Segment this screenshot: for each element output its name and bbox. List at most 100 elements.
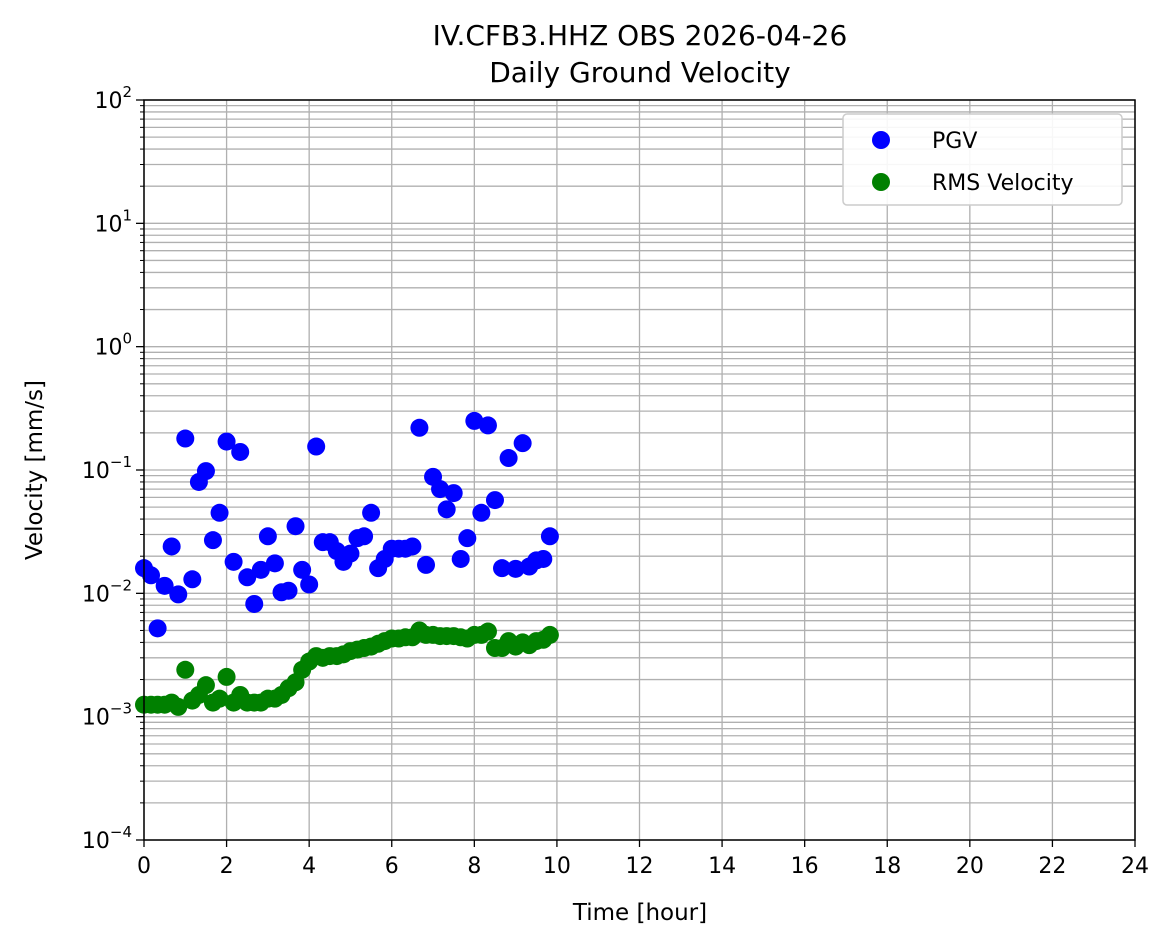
pgv-point bbox=[148, 619, 167, 638]
x-tick-label: 22 bbox=[1038, 854, 1066, 879]
legend-marker-rms bbox=[872, 173, 890, 191]
rms-point bbox=[176, 660, 195, 679]
y-tick-label: 102 bbox=[94, 83, 132, 114]
pgv-point bbox=[307, 437, 326, 456]
pgv-point bbox=[492, 559, 511, 578]
pgv-point bbox=[341, 544, 360, 563]
pgv-point bbox=[458, 529, 477, 548]
chart-title: IV.CFB3.HHZ OBS 2026-04-26 bbox=[433, 19, 848, 52]
pgv-point bbox=[183, 570, 202, 589]
y-tick-label: 10−4 bbox=[82, 823, 132, 854]
rms-point bbox=[478, 622, 497, 641]
pgv-point bbox=[300, 575, 319, 594]
x-tick-label: 16 bbox=[791, 854, 819, 879]
x-tick-label: 18 bbox=[873, 854, 901, 879]
y-tick-base: 10 bbox=[94, 336, 122, 361]
series-rms bbox=[135, 621, 559, 716]
y-tick-base: 10 bbox=[94, 212, 122, 237]
legend-label-pgv: PGV bbox=[932, 129, 977, 154]
pgv-point bbox=[142, 566, 161, 585]
pgv-point bbox=[155, 576, 174, 595]
y-tick-base: 10 bbox=[94, 89, 122, 114]
legend-box bbox=[842, 113, 1123, 206]
y-tick-label: 101 bbox=[94, 206, 132, 237]
x-tick-label: 20 bbox=[956, 854, 984, 879]
pgv-point bbox=[403, 537, 422, 556]
pgv-point bbox=[203, 531, 222, 550]
pgv-point bbox=[499, 449, 518, 468]
x-tick-label: 6 bbox=[385, 854, 399, 879]
y-tick-exponent: 2 bbox=[122, 83, 132, 101]
pgv-point bbox=[431, 480, 450, 499]
y-tick-base: 10 bbox=[82, 582, 110, 607]
legend-marker-pgv bbox=[872, 131, 890, 149]
y-tick-base: 10 bbox=[82, 829, 110, 854]
x-tick-label: 8 bbox=[467, 854, 481, 879]
pgv-point bbox=[506, 559, 525, 578]
y-tick-exponent: 1 bbox=[122, 206, 132, 224]
pgv-point bbox=[534, 549, 553, 568]
pgv-point bbox=[362, 503, 381, 522]
legend: PGV RMS Velocity bbox=[842, 113, 1123, 206]
x-tick-label: 2 bbox=[220, 854, 234, 879]
pgv-point bbox=[258, 527, 277, 546]
pgv-point bbox=[451, 549, 470, 568]
pgv-point bbox=[540, 527, 559, 546]
pgv-point bbox=[444, 484, 463, 503]
chart-subtitle: Daily Ground Velocity bbox=[489, 56, 790, 89]
pgv-point bbox=[417, 555, 436, 574]
y-axis-label: Velocity [mm/s] bbox=[22, 380, 48, 560]
pgv-point bbox=[176, 429, 195, 448]
y-tick-base: 10 bbox=[82, 459, 110, 484]
pgv-point bbox=[162, 537, 181, 556]
legend-label-rms: RMS Velocity bbox=[932, 171, 1074, 196]
y-tick-label: 100 bbox=[94, 330, 132, 361]
x-tick-label: 4 bbox=[302, 854, 316, 879]
pgv-point bbox=[465, 411, 484, 430]
pgv-point bbox=[286, 517, 305, 536]
pgv-point bbox=[485, 491, 504, 510]
rms-point bbox=[196, 676, 215, 695]
series-pgv bbox=[135, 411, 559, 638]
x-tick-label: 0 bbox=[137, 854, 151, 879]
pgv-point bbox=[437, 500, 456, 519]
rms-point bbox=[210, 689, 229, 708]
pgv-point bbox=[293, 560, 312, 579]
y-tick-exponent: −1 bbox=[110, 453, 132, 471]
y-tick-label: 10−1 bbox=[82, 453, 132, 484]
x-axis-label: Time [hour] bbox=[572, 900, 707, 926]
y-tick-base: 10 bbox=[82, 706, 110, 731]
pgv-point bbox=[224, 552, 243, 571]
pgv-point bbox=[410, 418, 429, 437]
pgv-point bbox=[265, 554, 284, 573]
y-tick-exponent: 0 bbox=[122, 330, 132, 348]
y-tick-exponent: −4 bbox=[110, 823, 132, 841]
x-tick-label: 24 bbox=[1121, 854, 1149, 879]
pgv-point bbox=[231, 442, 250, 461]
pgv-point bbox=[355, 527, 374, 546]
x-axis: 0 2 4 6 8 10 12 14 16 18 20 22 24 bbox=[137, 840, 1149, 879]
y-tick-label: 10−3 bbox=[82, 700, 132, 731]
pgv-point bbox=[217, 432, 236, 451]
pgv-point bbox=[251, 560, 270, 579]
x-tick-label: 10 bbox=[543, 854, 571, 879]
pgv-point bbox=[196, 462, 215, 481]
pgv-point bbox=[513, 434, 532, 453]
pgv-point bbox=[169, 585, 188, 604]
rms-point bbox=[169, 697, 188, 716]
rms-point bbox=[540, 625, 559, 644]
y-tick-exponent: −2 bbox=[110, 576, 132, 594]
pgv-point bbox=[279, 581, 298, 600]
y-tick-label: 10−2 bbox=[82, 576, 132, 607]
rms-point bbox=[217, 667, 236, 686]
pgv-point bbox=[478, 416, 497, 435]
pgv-point bbox=[210, 503, 229, 522]
y-tick-exponent: −3 bbox=[110, 700, 132, 718]
pgv-point bbox=[245, 594, 264, 613]
grid-lines bbox=[143, 99, 1136, 841]
pgv-point bbox=[238, 568, 257, 587]
x-tick-label: 14 bbox=[708, 854, 736, 879]
pgv-point bbox=[472, 503, 491, 522]
